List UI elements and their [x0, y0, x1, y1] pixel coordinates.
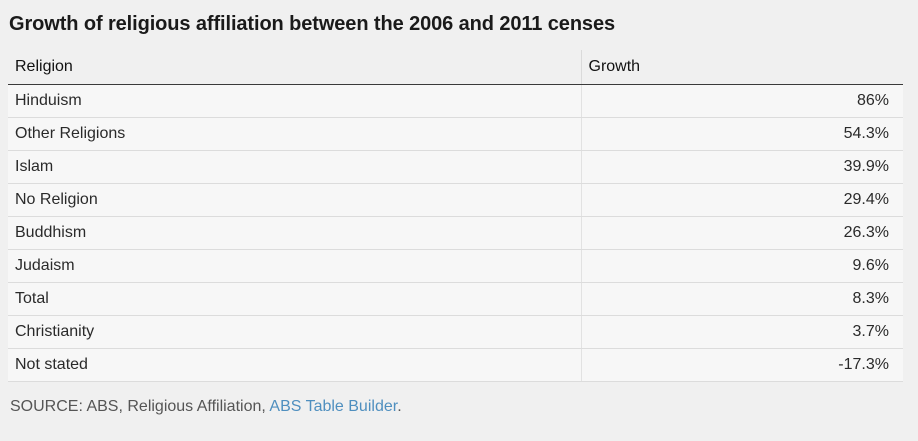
column-header-growth: Growth [580, 50, 903, 85]
growth-cell: 9.6% [580, 249, 903, 283]
growth-cell: 39.9% [580, 150, 903, 184]
table-header: Religion Growth [8, 50, 903, 85]
table-row: No Religion 29.4% [8, 183, 903, 217]
religion-cell: No Religion [8, 183, 581, 217]
growth-cell: 3.7% [580, 315, 903, 349]
religion-cell: Christianity [8, 315, 581, 349]
page-title: Growth of religious affiliation between … [9, 13, 616, 35]
growth-cell: -17.3% [580, 348, 903, 382]
table-row: Not stated -17.3% [8, 348, 903, 382]
table-row: Other Religions 54.3% [8, 117, 903, 151]
table-row: Buddhism 26.3% [8, 216, 903, 250]
source-suffix: . [397, 398, 402, 415]
growth-table: Religion Growth Hinduism 86% Other Relig… [8, 50, 903, 382]
column-header-religion: Religion [8, 50, 581, 85]
table-body: Hinduism 86% Other Religions 54.3% Islam… [8, 84, 903, 382]
religion-cell: Hinduism [8, 84, 581, 118]
table-row: Total 8.3% [8, 282, 903, 316]
header-row: Religion Growth [8, 50, 903, 85]
religion-cell: Not stated [8, 348, 581, 382]
table-row: Islam 39.9% [8, 150, 903, 184]
growth-cell: 86% [580, 84, 903, 118]
religion-cell: Buddhism [8, 216, 581, 250]
table-row: Judaism 9.6% [8, 249, 903, 283]
abs-table-builder-link[interactable]: ABS Table Builder [269, 398, 398, 415]
religion-cell: Islam [8, 150, 581, 184]
source-note: SOURCE: ABS, Religious Affiliation, ABS … [10, 398, 402, 416]
growth-cell: 54.3% [580, 117, 903, 151]
religion-cell: Total [8, 282, 581, 316]
table-row: Christianity 3.7% [8, 315, 903, 349]
growth-cell: 8.3% [580, 282, 903, 316]
growth-cell: 26.3% [580, 216, 903, 250]
religion-cell: Judaism [8, 249, 581, 283]
growth-cell: 29.4% [580, 183, 903, 217]
source-prefix: SOURCE: ABS, Religious Affiliation, [10, 398, 270, 415]
table-row: Hinduism 86% [8, 84, 903, 118]
religion-cell: Other Religions [8, 117, 581, 151]
